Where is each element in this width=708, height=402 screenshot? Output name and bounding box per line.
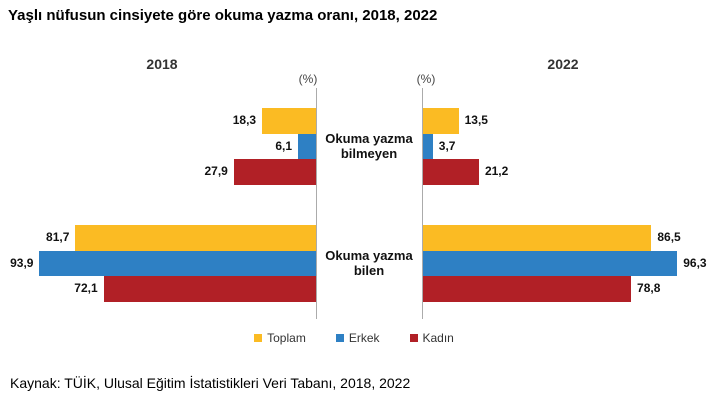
unit-label-left: (%) [298, 72, 318, 86]
bar-value-label: 93,9 [10, 255, 34, 270]
bar-value-label: 78,8 [637, 281, 661, 296]
bar-2022-toplam [423, 225, 652, 251]
bar-2018-kadın [233, 159, 316, 185]
bar-value-label: 27,9 [204, 164, 228, 179]
legend-item-toplam: Toplam [254, 331, 306, 345]
axis-line-right [422, 88, 423, 319]
axis-line-left [316, 88, 317, 319]
bar-value-label: 81,7 [46, 230, 70, 244]
bar-2022-erkek [423, 133, 433, 160]
legend-item-erkek: Erkek [335, 331, 380, 345]
bar-value-label: 6,1 [275, 138, 293, 153]
bar-value-label: 3,7 [438, 138, 456, 153]
legend-item-kadin: Kadın [409, 331, 454, 345]
bar-2018-erkek [298, 133, 316, 160]
legend-label-kadin: Kadın [422, 331, 454, 345]
source-line: Kaynak: TÜİK, Ulusal Eğitim İstatistikle… [10, 375, 411, 391]
bar-2022-erkek [423, 250, 678, 277]
bar-value-label: 18,3 [232, 113, 257, 127]
category-label-bilmeyen: Okuma yazma bilmeyen [325, 131, 413, 161]
bar-value-label: 72,1 [74, 281, 98, 296]
bar-value-label: 13,5 [464, 113, 488, 127]
panel-year-2022: 2022 [547, 56, 579, 72]
bar-2018-erkek [39, 250, 316, 277]
bar-value-label: 96,3 [683, 255, 707, 270]
bar-2018-toplam [262, 108, 316, 134]
legend: Toplam Erkek Kadın [0, 330, 708, 346]
bar-value-label: 86,5 [657, 230, 681, 244]
legend-label-erkek: Erkek [348, 331, 380, 345]
chart-title: Yaşlı nüfusun cinsiyete göre okuma yazma… [8, 7, 438, 24]
bar-2018-toplam [75, 225, 316, 251]
legend-swatch-erkek [335, 334, 344, 342]
bar-2022-toplam [423, 108, 459, 134]
legend-label-toplam: Toplam [267, 331, 306, 345]
panel-year-2018: 2018 [146, 56, 178, 72]
legend-swatch-toplam [254, 334, 263, 342]
bar-2018-kadın [103, 276, 316, 302]
bar-value-label: 21,2 [484, 164, 509, 179]
unit-label-right: (%) [416, 72, 436, 86]
bar-2022-kadın [423, 159, 479, 185]
category-label-bilen: Okuma yazma bilen [325, 248, 413, 278]
bar-2022-kadın [423, 276, 632, 302]
legend-swatch-kadin [409, 334, 418, 342]
